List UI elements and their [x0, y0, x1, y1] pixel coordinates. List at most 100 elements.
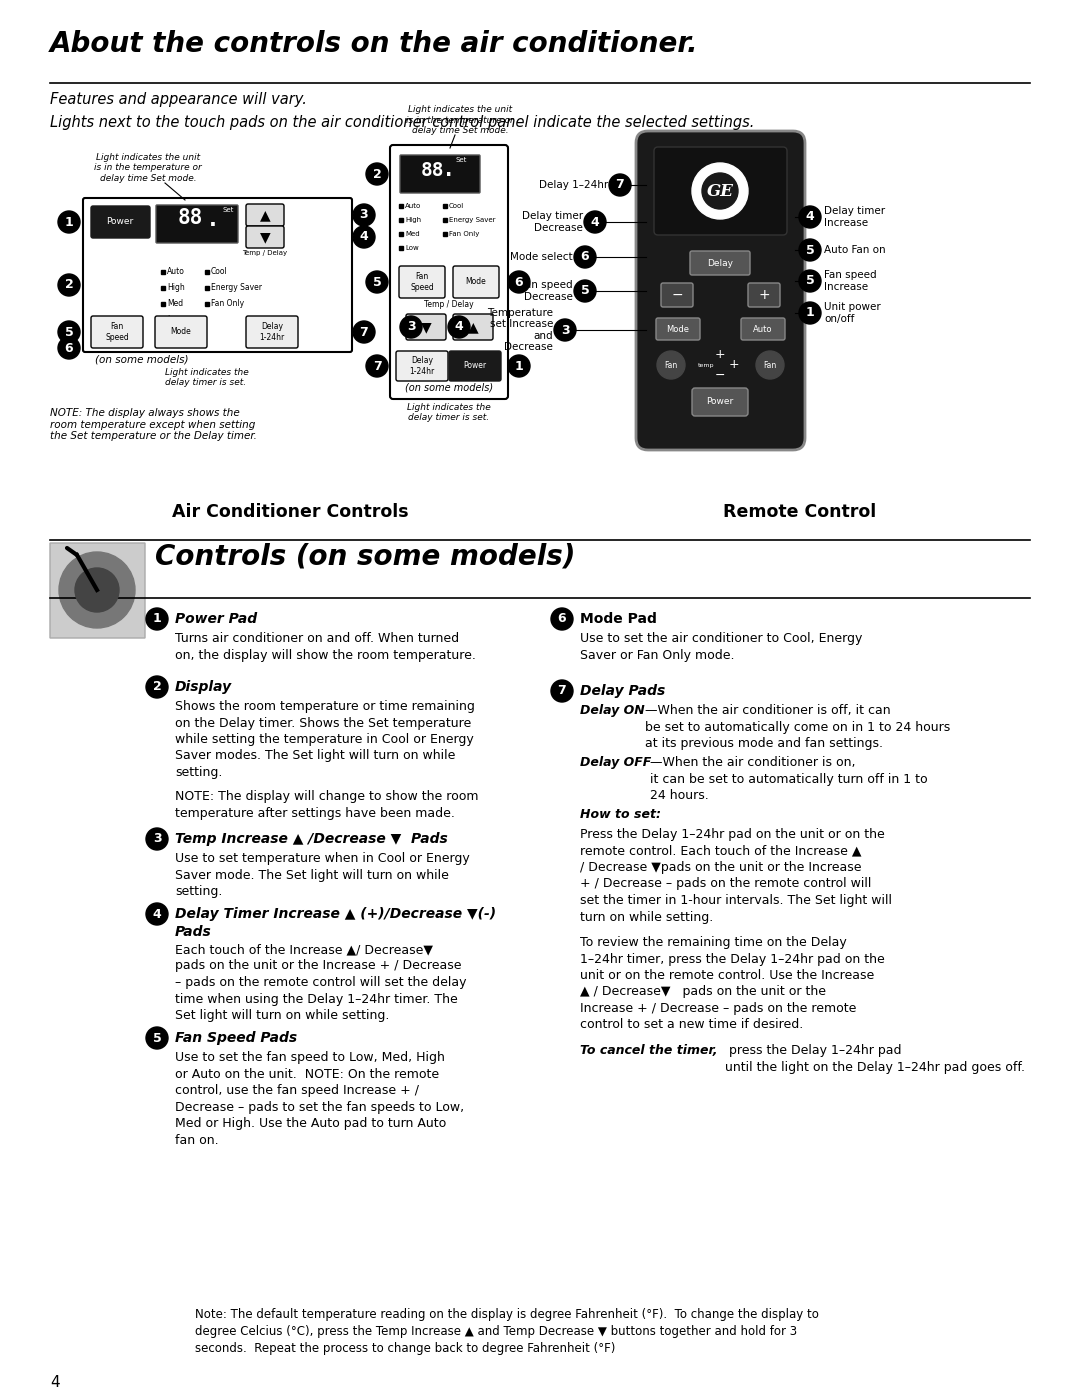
- Text: 5: 5: [806, 274, 814, 288]
- Text: Use to set the fan speed to Low, Med, High
or Auto on the unit.  NOTE: On the re: Use to set the fan speed to Low, Med, Hi…: [175, 1051, 464, 1147]
- Text: 88: 88: [421, 161, 445, 179]
- Text: +: +: [758, 288, 770, 302]
- Circle shape: [146, 608, 168, 630]
- FancyBboxPatch shape: [399, 265, 445, 298]
- FancyBboxPatch shape: [453, 314, 492, 339]
- Text: 4: 4: [152, 908, 161, 921]
- Text: Temp / Delay: Temp / Delay: [424, 300, 474, 309]
- Text: 4: 4: [455, 320, 463, 334]
- Text: Delay timer
Decrease: Delay timer Decrease: [522, 211, 583, 233]
- Text: Controls (on some models): Controls (on some models): [156, 543, 576, 571]
- Text: ▼: ▼: [421, 320, 431, 334]
- Text: .: .: [210, 210, 217, 231]
- FancyBboxPatch shape: [91, 316, 143, 348]
- Text: Power Pad: Power Pad: [175, 612, 257, 626]
- Text: Delay 1–24hr: Delay 1–24hr: [539, 180, 608, 190]
- Text: Features and appearance will vary.: Features and appearance will vary.: [50, 92, 307, 108]
- Text: 5: 5: [65, 326, 73, 338]
- Text: Fan: Fan: [664, 360, 677, 369]
- Text: 88: 88: [177, 208, 203, 228]
- FancyBboxPatch shape: [246, 204, 284, 226]
- Text: Energy Saver: Energy Saver: [211, 284, 262, 292]
- FancyBboxPatch shape: [748, 284, 780, 307]
- Text: Use to set temperature when in Cool or Energy
Saver mode. The Set light will tur: Use to set temperature when in Cool or E…: [175, 852, 470, 898]
- Circle shape: [799, 270, 821, 292]
- FancyBboxPatch shape: [453, 265, 499, 298]
- Text: Fan
Speed: Fan Speed: [410, 272, 434, 292]
- Text: Pads: Pads: [175, 925, 212, 939]
- Circle shape: [146, 828, 168, 849]
- Text: 5: 5: [581, 285, 590, 298]
- Circle shape: [799, 205, 821, 228]
- Text: 5: 5: [806, 243, 814, 257]
- Text: Fan: Fan: [764, 360, 777, 369]
- Text: High: High: [405, 217, 421, 224]
- Text: (on some models): (on some models): [95, 355, 189, 365]
- Text: 6: 6: [515, 275, 524, 289]
- FancyBboxPatch shape: [406, 314, 446, 339]
- FancyBboxPatch shape: [390, 145, 508, 400]
- Text: Mode: Mode: [171, 327, 191, 337]
- Text: 7: 7: [373, 359, 381, 373]
- Text: Press the Delay 1–24hr pad on the unit or on the
remote control. Each touch of t: Press the Delay 1–24hr pad on the unit o…: [580, 828, 892, 923]
- Circle shape: [366, 271, 388, 293]
- Text: Remote Control: Remote Control: [724, 503, 877, 521]
- Circle shape: [508, 355, 530, 377]
- FancyBboxPatch shape: [654, 147, 787, 235]
- Text: 6: 6: [581, 250, 590, 264]
- Text: 2: 2: [65, 278, 73, 292]
- Text: Power: Power: [463, 362, 487, 370]
- Circle shape: [573, 246, 596, 268]
- Text: 1: 1: [515, 359, 524, 373]
- Text: Power: Power: [106, 218, 134, 226]
- Text: ▲: ▲: [468, 320, 478, 334]
- Text: Mode: Mode: [465, 278, 486, 286]
- Text: ▼: ▼: [259, 231, 270, 244]
- Text: 3: 3: [152, 833, 161, 845]
- Text: ▲: ▲: [259, 208, 270, 222]
- Circle shape: [448, 316, 470, 338]
- Text: Note: The default temperature reading on the display is degree Fahrenheit (°F). : Note: The default temperature reading on…: [195, 1308, 819, 1355]
- Circle shape: [75, 569, 119, 612]
- Circle shape: [353, 321, 375, 344]
- Text: How to set:: How to set:: [580, 807, 661, 821]
- Circle shape: [353, 226, 375, 249]
- Text: Set: Set: [222, 207, 233, 212]
- FancyBboxPatch shape: [656, 319, 700, 339]
- Circle shape: [609, 175, 631, 196]
- FancyBboxPatch shape: [636, 131, 805, 450]
- Circle shape: [58, 321, 80, 344]
- Text: Light indicates the unit
is in the temperature or
delay time Set mode.: Light indicates the unit is in the tempe…: [94, 154, 202, 183]
- Text: Display: Display: [175, 680, 232, 694]
- Text: Shows the room temperature or time remaining
on the Delay timer. Shows the Set t: Shows the room temperature or time remai…: [175, 700, 475, 780]
- Text: Delay
1-24hr: Delay 1-24hr: [259, 323, 285, 342]
- Circle shape: [58, 274, 80, 296]
- Text: 6: 6: [557, 612, 566, 626]
- FancyBboxPatch shape: [449, 351, 501, 381]
- Text: 6: 6: [65, 341, 73, 355]
- Text: Cool: Cool: [211, 267, 228, 277]
- Text: Delay OFF: Delay OFF: [580, 756, 651, 768]
- FancyBboxPatch shape: [50, 543, 145, 638]
- Text: Auto Fan on: Auto Fan on: [824, 244, 886, 256]
- Text: Fan speed
Decrease: Fan speed Decrease: [521, 281, 573, 302]
- FancyBboxPatch shape: [400, 155, 480, 193]
- Text: Light indicates the unit
is in the temperature or
delay time Set mode.: Light indicates the unit is in the tempe…: [406, 105, 514, 136]
- Text: Delay ON: Delay ON: [580, 704, 645, 717]
- Text: 4: 4: [360, 231, 368, 243]
- Circle shape: [58, 211, 80, 233]
- Text: —When the air conditioner is on,
it can be set to automatically turn off in 1 to: —When the air conditioner is on, it can …: [650, 756, 928, 802]
- Text: +: +: [729, 359, 740, 372]
- Circle shape: [799, 302, 821, 324]
- Text: .: .: [445, 161, 453, 179]
- Text: 7: 7: [557, 685, 566, 697]
- FancyBboxPatch shape: [91, 205, 150, 237]
- Circle shape: [59, 552, 135, 629]
- Text: Delay timer
Increase: Delay timer Increase: [824, 207, 886, 228]
- Text: Set: Set: [456, 156, 467, 163]
- FancyBboxPatch shape: [83, 198, 352, 352]
- Text: 1: 1: [152, 612, 161, 626]
- Circle shape: [146, 1027, 168, 1049]
- Text: 1: 1: [65, 215, 73, 229]
- Text: Light indicates the
delay timer is set.: Light indicates the delay timer is set.: [165, 367, 248, 387]
